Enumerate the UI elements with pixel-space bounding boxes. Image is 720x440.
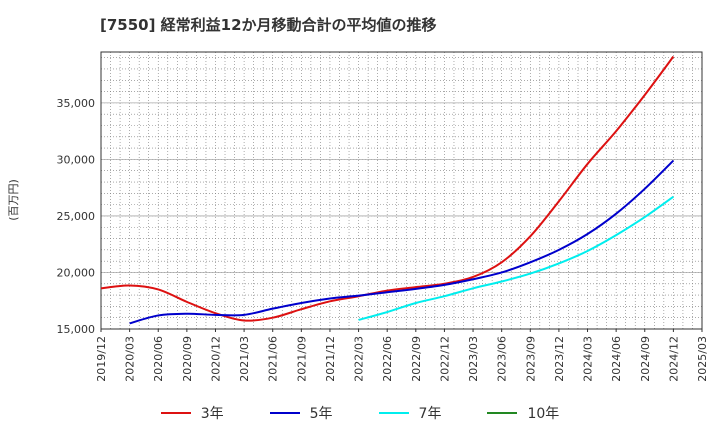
x-tick-label: 2021/09 [295,336,308,382]
x-tick-label: 2023/12 [553,336,566,382]
legend-label: 5年 [309,406,333,422]
x-tick-label: 2024/06 [610,336,623,382]
legend-label: 7年 [418,406,442,422]
x-tick-label: 2024/09 [639,336,652,382]
y-tick-label: 20,000 [57,266,96,279]
x-tick-label: 2022/12 [438,336,451,382]
x-tick-label: 2024/12 [667,336,680,382]
y-tick-label: 35,000 [57,97,96,110]
legend-label: 10年 [527,406,560,422]
x-tick-label: 2025/03 [696,336,709,382]
legend-item: 7年 [378,403,442,423]
x-tick-label: 2022/03 [353,336,366,382]
axes: 15,000 20,000 25,000 30,000 35,000 2019/12 202… [57,51,709,382]
x-tick-label: 2023/03 [467,336,480,382]
series-line-3 [358,195,674,321]
series-line-2 [129,159,675,325]
x-tick-label: 2020/12 [209,336,222,382]
legend-swatch [378,412,409,414]
legend-item: 10年 [487,403,559,423]
grid [100,52,703,330]
x-tick-label: 2021/12 [324,336,337,382]
x-tick-label: 2019/12 [95,336,108,382]
x-tick-label: 2020/03 [124,336,137,382]
series-layer [100,55,675,325]
x-tick-label: 2023/09 [524,336,537,382]
x-tick-label: 2021/06 [267,336,280,382]
legend-swatch [269,412,300,414]
x-tick-label: 2024/03 [582,336,595,382]
series-line-1 [100,55,675,322]
x-tick-label: 2023/06 [496,336,509,382]
legend-item: 5年 [269,403,333,423]
y-tick-label: 15,000 [57,323,96,336]
x-tick-label: 2022/09 [410,336,423,382]
legend: 3年 5年 7年 10年 [0,403,720,423]
plot-frame [100,51,703,330]
x-tick-label: 2020/09 [181,336,194,382]
legend-swatch [487,412,518,414]
y-axis-label: (百万円) [7,179,20,221]
x-tick-label: 2020/06 [152,336,165,382]
legend-label: 3年 [200,406,224,422]
y-tick-label: 25,000 [57,210,96,223]
x-tick-label: 2022/06 [381,336,394,382]
legend-item: 3年 [160,403,224,423]
x-tick-label: 2021/03 [238,336,251,382]
y-tick-label: 30,000 [57,153,96,166]
chart-title: [7550] 経常利益12か月移動合計の平均値の推移 [100,16,437,34]
legend-swatch [160,412,191,414]
